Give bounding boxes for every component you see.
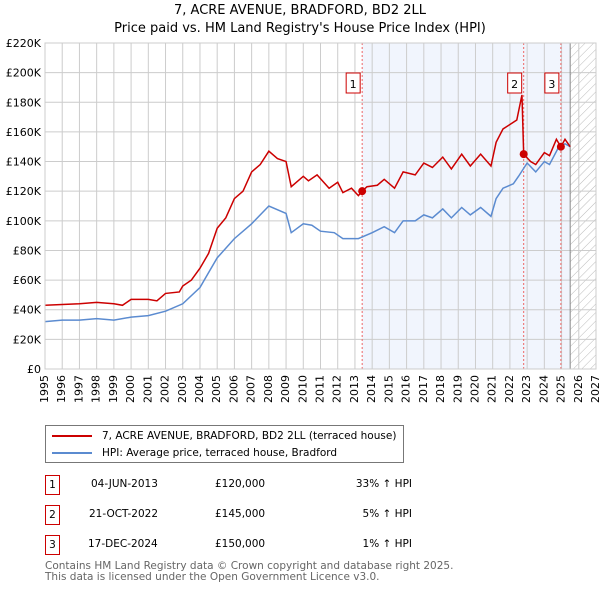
sale-price: £145,000	[215, 508, 266, 520]
legend-label: HPI: Average price, terraced house, Brad…	[102, 447, 338, 459]
sale-date: 21-OCT-2022	[89, 508, 158, 520]
forecast-hatch	[570, 43, 596, 369]
legend-label: 7, ACRE AVENUE, BRADFORD, BD2 2LL (terra…	[102, 430, 397, 442]
x-tick-label: 2003	[176, 375, 189, 403]
x-tick-label: 2004	[193, 375, 206, 403]
title: 7, ACRE AVENUE, BRADFORD, BD2 2LL	[174, 3, 426, 18]
shaded-region	[362, 43, 571, 369]
x-tick-label: 1995	[38, 375, 51, 403]
x-tick-label: 2024	[537, 375, 550, 403]
x-tick-label: 1999	[107, 375, 120, 403]
x-tick-label: 2012	[331, 375, 344, 403]
sale-point	[358, 187, 367, 196]
legend-item-hpi: HPI: Average price, terraced house, Brad…	[52, 445, 337, 461]
x-tick-label: 2021	[486, 375, 499, 403]
x-tick-label: 2014	[365, 375, 378, 403]
sale-badge: 1	[45, 475, 60, 495]
sale-row: 1 04-JUN-2013 £120,000 33% ↑ HPI	[45, 475, 445, 495]
sale-hpi: 33% ↑ HPI	[355, 478, 412, 490]
y-tick-label: £60K	[13, 274, 42, 287]
x-tick-label: 2013	[348, 375, 361, 403]
y-tick-label: £140K	[6, 156, 42, 169]
x-tick-label: 2015	[382, 375, 395, 403]
legend-swatch	[52, 452, 92, 454]
legend-swatch	[52, 435, 92, 437]
y-tick-label: £200K	[6, 67, 42, 80]
sale-hpi: 5% ↑ HPI	[362, 508, 412, 520]
sale-price: £120,000	[215, 478, 266, 490]
property-line	[44, 94, 571, 307]
y-tick-label: £80K	[13, 244, 42, 257]
x-tick-label: 2005	[210, 375, 223, 403]
x-tick-label: 2018	[434, 375, 447, 403]
x-tick-label: 2025	[555, 375, 568, 403]
chart-plot: 1995 1996 1997 1998 1999 2000 2001 2002 2003 2004…	[6, 37, 600, 403]
y-tick-label: £40K	[13, 304, 42, 317]
y-tick-label: £160K	[6, 126, 42, 139]
sale-row: 3 17-DEC-2024 £150,000 1% ↑ HPI	[45, 535, 445, 555]
x-tick-label: 2022	[503, 375, 516, 403]
sale-label: 1	[350, 78, 357, 91]
x-tick-label: 2010	[296, 375, 309, 403]
x-tick-label: 1998	[90, 375, 103, 403]
sale-label-box	[544, 72, 560, 94]
sale-row: 2 21-OCT-2022 £145,000 5% ↑ HPI	[45, 505, 445, 525]
sale-badge: 2	[45, 505, 60, 525]
sale-price: £150,000	[215, 538, 266, 550]
x-tick-label: 2001	[141, 375, 154, 403]
y-tick-label: £180K	[6, 96, 42, 109]
sale-point	[556, 142, 565, 151]
footer-line: Contains HM Land Registry data © Crown c…	[45, 560, 454, 572]
y-tick-label: £220K	[6, 37, 42, 50]
y-tick-label: £0	[27, 363, 41, 376]
y-tick-label: £100K	[6, 215, 42, 228]
x-tick-label: 2006	[227, 375, 240, 403]
y-tick-label: £20K	[13, 333, 42, 346]
sale-date: 17-DEC-2024	[88, 538, 158, 550]
x-tick-label: 1996	[55, 375, 68, 403]
x-tick-label: 2020	[468, 375, 481, 403]
x-tick-label: 2000	[124, 375, 137, 403]
x-tick-label: 2026	[572, 375, 585, 403]
footer-line: This data is licensed under the Open Gov…	[45, 571, 380, 583]
x-tick-label: 2016	[400, 375, 413, 403]
x-tick-label: 2007	[245, 375, 258, 403]
sale-label-box	[507, 72, 523, 94]
x-tick-label: 2023	[520, 375, 533, 403]
legend: 7, ACRE AVENUE, BRADFORD, BD2 2LL (terra…	[45, 425, 404, 463]
sale-label: 2	[511, 78, 518, 91]
sale-label-box	[345, 72, 361, 94]
x-tick-label: 1997	[72, 375, 85, 403]
chart-title: 7, ACRE AVENUE, BRADFORD, BD2 2LL Price …	[0, 2, 600, 38]
x-tick-label: 2002	[159, 375, 172, 403]
y-tick-label: £120K	[6, 185, 42, 198]
sale-badge: 3	[45, 535, 60, 555]
x-tick-label: 2009	[279, 375, 292, 403]
x-tick-label: 2017	[417, 375, 430, 403]
x-tick-label: 2011	[314, 375, 327, 403]
sale-date: 04-JUN-2013	[91, 478, 158, 490]
x-tick-label: 2008	[262, 375, 275, 403]
footer: Contains HM Land Registry data © Crown c…	[45, 561, 453, 583]
sale-hpi: 1% ↑ HPI	[362, 538, 412, 550]
subtitle: Price paid vs. HM Land Registry's House …	[114, 21, 486, 36]
x-tick-label: 2027	[589, 375, 600, 403]
sale-point	[519, 150, 528, 159]
legend-item-property: 7, ACRE AVENUE, BRADFORD, BD2 2LL (terra…	[52, 428, 396, 444]
hpi-line	[44, 142, 571, 323]
x-tick-label: 2019	[451, 375, 464, 403]
plot-border	[44, 42, 597, 370]
sale-label: 3	[548, 78, 555, 91]
